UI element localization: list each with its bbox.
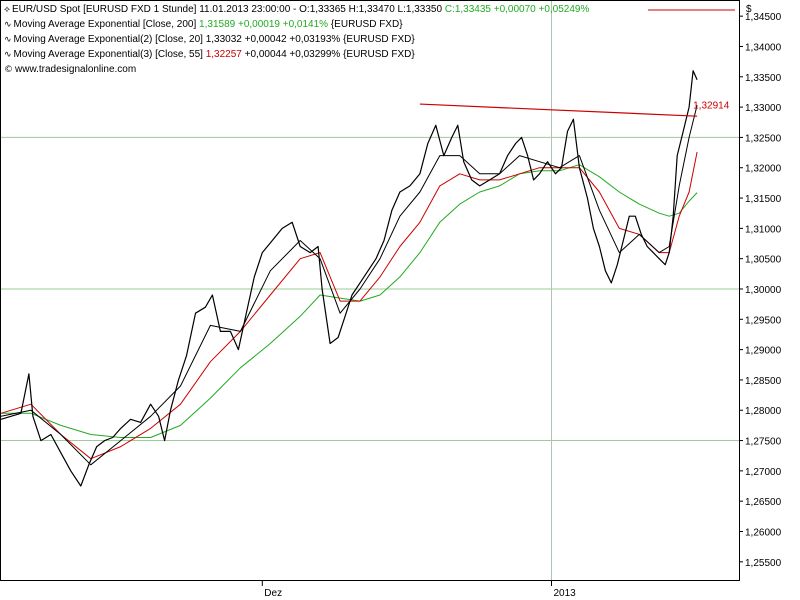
legend-row-ema20: ∿ Moving Average Exponential(2) [Close, 2… xyxy=(4,32,589,47)
price-series-icon: ⟡ xyxy=(4,5,10,15)
legend-row-ema55: ∿ Moving Average Exponential(3) [Close, 5… xyxy=(4,47,589,62)
x-tick-label-0: Dez xyxy=(264,588,282,599)
ema20-label: Moving Average Exponential(2) [Close, 20… xyxy=(13,34,203,45)
ema20-series-line xyxy=(0,105,698,466)
ema20-line-icon: ∿ xyxy=(4,35,12,45)
y-tick-label-12: 1,31500 xyxy=(745,194,782,205)
y-tick-label-16: 1,33500 xyxy=(745,73,782,84)
y-tick-label-6: 1,28500 xyxy=(745,376,782,387)
copyright-icon: © xyxy=(4,65,13,75)
ema55-line-icon: ∿ xyxy=(4,50,12,60)
price-header-text: EUR/USD Spot [EURUSD FXD 1 Stunde] 11.01… xyxy=(11,4,443,15)
copyright-text: www.tradesignalonline.com xyxy=(15,64,137,75)
legend-row-copyright: © www.tradesignalonline.com xyxy=(4,62,589,77)
legend-row-price: ⟡ EUR/USD Spot [EURUSD FXD 1 Stunde] 11.0… xyxy=(4,2,589,17)
y-tick-label-10: 1,30500 xyxy=(745,255,782,266)
y-tick-label-14: 1,32500 xyxy=(745,133,782,144)
y-tick-label-9: 1,30000 xyxy=(745,285,782,296)
ema55-series-line xyxy=(0,151,698,460)
ema55-rest: +0,00044 +0,03299% {EURUSD FXD} xyxy=(244,49,415,60)
y-tick-label-18: 1,34500 xyxy=(745,12,782,23)
y-tick-label-5: 1,28000 xyxy=(745,406,782,417)
price-close-value: C:1,33435 +0,00070 +0,05249% xyxy=(444,4,590,15)
x-tick-label-1: 2013 xyxy=(554,588,577,599)
resistance-trendline xyxy=(419,103,698,117)
y-tick-label-7: 1,29000 xyxy=(745,346,782,357)
ema20-suffix: {EURUSD FXD} xyxy=(343,34,415,45)
legend-row-ema200: ∿ Moving Average Exponential [Close, 200]… xyxy=(4,17,589,32)
price-series-line xyxy=(0,70,698,487)
series-layer: 1,32914 xyxy=(0,70,730,487)
ema200-values: 1,31589 +0,00019 +0,0141% xyxy=(199,19,329,30)
y-tick-label-4: 1,27500 xyxy=(745,437,782,448)
y-tick-label-0: 1,25500 xyxy=(745,558,782,569)
currency-symbol: $ xyxy=(746,4,752,15)
ema20-values: 1,33032 +0,00042 +0,03193% xyxy=(205,34,341,45)
trendline-value-label: 1,32914 xyxy=(693,100,730,111)
ema200-line-icon: ∿ xyxy=(4,20,12,30)
grid-lines xyxy=(1,1,739,580)
x-axis: Dez 2013 xyxy=(261,580,577,599)
ema55-values: 1,32257 xyxy=(205,49,242,60)
y-axis: 1,25500 1,26000 1,26500 1,27000 1,27500 1,280… xyxy=(739,12,782,569)
ema55-label: Moving Average Exponential(3) [Close, 55… xyxy=(13,49,203,60)
chart-legend: ⟡ EUR/USD Spot [EURUSD FXD 1 Stunde] 11.0… xyxy=(4,2,589,77)
y-tick-label-17: 1,34000 xyxy=(745,42,782,53)
y-tick-label-2: 1,26500 xyxy=(745,497,782,508)
ema200-label: Moving Average Exponential [Close, 200] xyxy=(13,19,197,30)
ema200-suffix: {EURUSD FXD} xyxy=(330,19,403,30)
y-tick-label-13: 1,32000 xyxy=(745,164,782,175)
y-tick-label-8: 1,29500 xyxy=(745,315,782,326)
y-tick-label-15: 1,33000 xyxy=(745,103,782,114)
y-tick-label-3: 1,27000 xyxy=(745,467,782,478)
plot-frame xyxy=(0,0,740,581)
y-tick-label-1: 1,26000 xyxy=(745,527,782,538)
y-tick-label-11: 1,31000 xyxy=(745,224,782,235)
ema200-series-line xyxy=(1,164,698,438)
